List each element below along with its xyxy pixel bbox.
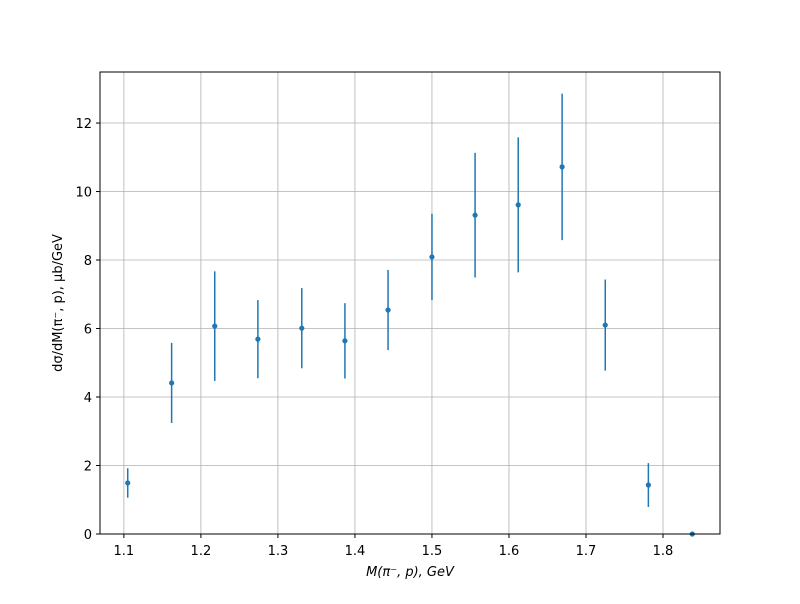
- x-tick-label: 1.4: [345, 544, 366, 559]
- x-tick-label: 1.1: [114, 544, 135, 559]
- y-axis-label: dσ/dM(π⁻, p), μb/GeV: [51, 234, 66, 372]
- x-tick-label: 1.5: [422, 544, 443, 559]
- x-axis-label: M(π⁻, p), GeV: [366, 565, 455, 580]
- y-tick-label: 10: [75, 186, 92, 201]
- data-point: [559, 164, 565, 170]
- y-tick-label: 2: [84, 460, 92, 475]
- y-tick-label: 12: [75, 117, 92, 132]
- data-point: [515, 202, 521, 208]
- data-point: [472, 212, 478, 218]
- data-point: [169, 380, 175, 386]
- plot-area: [100, 72, 720, 537]
- data-point: [299, 325, 305, 331]
- x-tick-label: 1.8: [653, 544, 674, 559]
- y-tick-label: 0: [84, 528, 92, 543]
- data-point: [212, 323, 218, 329]
- data-point: [255, 336, 261, 342]
- data-point: [342, 338, 348, 344]
- y-tick-label: 4: [84, 391, 92, 406]
- x-tick-label: 1.7: [576, 544, 597, 559]
- y-tick-label: 6: [84, 323, 92, 338]
- data-point: [602, 322, 608, 328]
- data-point: [385, 307, 391, 313]
- y-tick-label: 8: [84, 254, 92, 269]
- data-point: [429, 254, 435, 260]
- data-point: [645, 482, 651, 488]
- x-tick-label: 1.2: [191, 544, 212, 559]
- data-point: [125, 480, 131, 486]
- axes-frame: [99, 71, 721, 535]
- x-tick-label: 1.3: [268, 544, 289, 559]
- x-tick-label: 1.6: [499, 544, 520, 559]
